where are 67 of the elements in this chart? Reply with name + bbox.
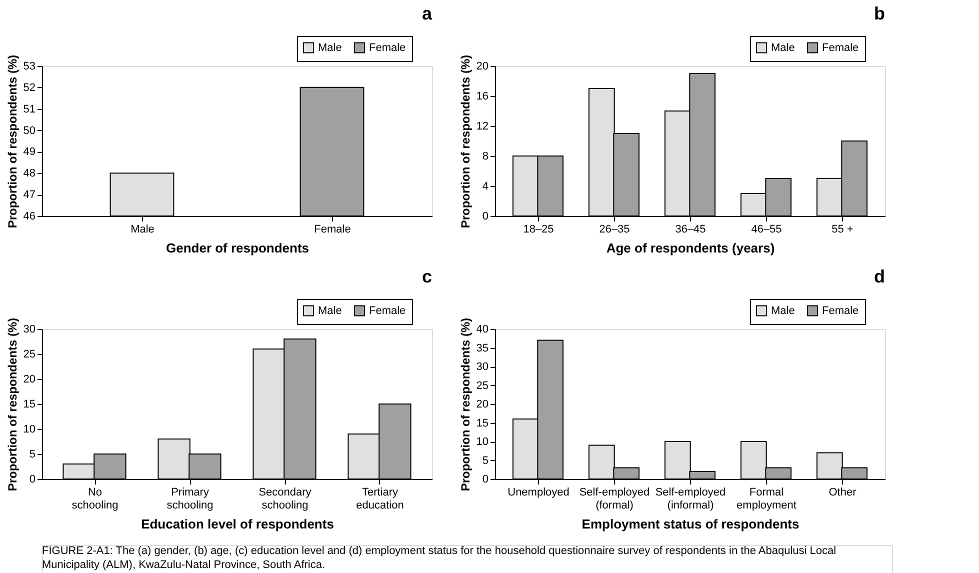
- y-tick-label: 30: [476, 361, 488, 373]
- y-tick-label: 48: [23, 168, 36, 180]
- chart-title: d: [874, 266, 885, 286]
- y-tick-label: 16: [476, 90, 488, 102]
- x-tick-label: Formal employment: [736, 486, 796, 512]
- chart-title: c: [422, 266, 432, 286]
- y-tick-label: 15: [476, 417, 488, 430]
- y-tick-label: 4: [482, 180, 488, 192]
- y-tick-label: 49: [23, 146, 36, 158]
- x-tick-label: Other: [828, 486, 857, 498]
- x-tick-label: No schooling: [72, 486, 118, 512]
- y-tick-label: 25: [23, 348, 36, 360]
- y-axis-title: Proportion of respondents (%): [5, 318, 20, 492]
- y-tick-label: 12: [476, 120, 488, 132]
- y-tick-label: 20: [476, 398, 488, 410]
- x-axis-title: Gender of respondents: [166, 240, 310, 256]
- legend-label: Male: [771, 304, 795, 317]
- legend-label: Female: [822, 304, 859, 317]
- y-tick-label: 53: [23, 60, 36, 72]
- y-tick-label: 20: [476, 60, 488, 72]
- y-tick-label: 40: [476, 324, 488, 336]
- caption: FIGURE 2-A1: The (a) gender, (b) age, (c) education level and (d) employment status for the household questionnaire survey of respondents in the Abaqulusi Local Municipality (ALM), KwaZulu-Natal Province, South Africa.: [42, 545, 836, 571]
- y-axis-title: Proportion of respondents (%): [458, 318, 472, 492]
- x-tick-label: 18–25: [523, 224, 554, 236]
- x-tick-label: Self-employed (formal): [579, 486, 650, 512]
- legend-label: Male: [318, 42, 342, 54]
- y-axis-title: Proportion of respondents (%): [5, 54, 20, 228]
- x-tick-label: Male: [130, 224, 154, 236]
- x-axis-title: Education level of respondents: [141, 516, 334, 532]
- x-tick-label: Self-employed (informal): [655, 486, 726, 512]
- legend-label: Male: [771, 42, 795, 54]
- x-tick-label: 55 +: [832, 224, 854, 236]
- y-tick-label: 50: [23, 124, 36, 137]
- y-tick-label: 0: [482, 210, 488, 222]
- legend-label: Female: [369, 304, 406, 317]
- y-tick-label: 0: [29, 474, 36, 486]
- y-tick-label: 25: [476, 380, 488, 392]
- x-tick-label: 46–55: [751, 224, 782, 236]
- legend-label: Male: [318, 304, 342, 317]
- x-tick-label: Secondary schooling: [258, 486, 312, 512]
- y-tick-label: 46: [23, 210, 36, 222]
- legend-label: Female: [369, 42, 406, 54]
- x-tick-label: Unemployed: [508, 486, 570, 498]
- y-tick-label: 47: [23, 189, 36, 202]
- x-tick-label: Tertiary education: [356, 486, 404, 512]
- x-tick-label: 36–45: [675, 224, 706, 236]
- y-tick-label: 5: [29, 448, 36, 460]
- y-tick-label: 5: [482, 454, 488, 467]
- legend-label: Female: [822, 42, 859, 54]
- x-tick-label: Primary schooling: [166, 486, 214, 512]
- y-tick-label: 20: [23, 374, 36, 386]
- x-axis-title: Employment status of respondents: [582, 516, 800, 532]
- x-axis-title: Age of respondents (years): [606, 240, 775, 256]
- y-tick-label: 35: [476, 342, 488, 354]
- x-tick-label: Female: [314, 224, 351, 236]
- y-tick-label: 8: [482, 150, 488, 162]
- y-tick-label: 30: [23, 324, 36, 336]
- chart-title: b: [874, 4, 885, 24]
- y-tick-label: 15: [23, 398, 36, 410]
- y-tick-label: 52: [23, 82, 36, 94]
- y-tick-label: 10: [23, 424, 36, 436]
- y-tick-label: 0: [482, 474, 488, 486]
- chart-title: a: [422, 4, 433, 24]
- x-tick-label: 26–35: [599, 224, 630, 236]
- y-axis-title: Proportion of respondents (%): [458, 54, 472, 228]
- y-tick-label: 51: [23, 103, 36, 116]
- y-tick-label: 10: [476, 436, 488, 448]
